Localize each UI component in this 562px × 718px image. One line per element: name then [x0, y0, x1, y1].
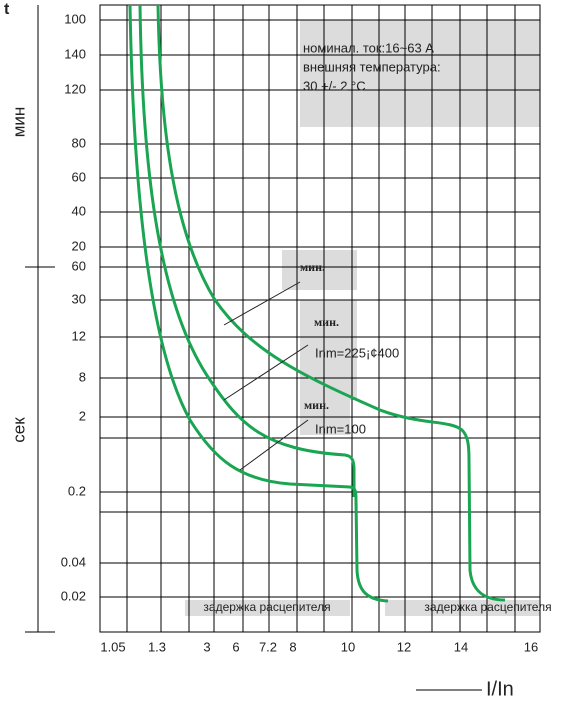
y-tick-label: 12	[72, 328, 86, 343]
grid	[100, 5, 540, 632]
note-box	[300, 20, 540, 127]
y-tick-label: 60	[72, 258, 86, 273]
curve	[156, 4, 506, 602]
y-tick-label: 120	[64, 81, 86, 96]
annotation-detail: Inm=225¡¢400	[315, 345, 399, 360]
delay-band	[185, 600, 350, 616]
y-tick-label: 2	[79, 408, 86, 423]
y-unit: t	[4, 1, 10, 18]
y-tick-label: 100	[64, 11, 86, 26]
x-tick-label: 7.2	[259, 639, 277, 654]
x-tick-label: 1.3	[148, 639, 166, 654]
delay-label: задержка расцепителя	[424, 600, 551, 614]
delay-label: задержка расцепителя	[203, 600, 330, 614]
y-tick-label: 40	[72, 203, 86, 218]
shaded-areas	[185, 20, 540, 616]
x-tick-label: 3	[203, 639, 210, 654]
curve	[128, 4, 389, 603]
annotation-detail: Inm=100	[315, 421, 366, 436]
x-tick-label: 14	[454, 639, 468, 654]
x-tick-label: 8	[289, 639, 296, 654]
y-tick-label: 140	[64, 46, 86, 61]
minutes-label: мин	[9, 107, 28, 138]
plot-frame	[99, 4, 541, 633]
delay-band	[385, 600, 540, 616]
note-line: номинал. ток:16~63 A	[303, 40, 434, 55]
x-axis-label: I/In	[486, 678, 514, 700]
x-tick-label: 1.05	[100, 639, 125, 654]
x-tick-label: 6	[232, 639, 239, 654]
y-tick-label: 20	[72, 238, 86, 253]
annotation-label: мин.	[300, 260, 325, 274]
y-tick-label: 80	[72, 135, 86, 150]
leader-line	[223, 281, 301, 326]
y-tick-label: 0.02	[61, 588, 86, 603]
note-line: 30 +/- 2 °C	[303, 78, 366, 93]
x-tick-label: 16	[524, 639, 538, 654]
label-box	[282, 250, 357, 290]
y-tick-label: 30	[72, 291, 86, 306]
leader-line	[239, 419, 309, 471]
y-tick-label: 0.2	[68, 483, 86, 498]
x-tick-label: 10	[341, 639, 355, 654]
leader-line	[223, 344, 309, 401]
y-tick-label: 0.04	[61, 554, 86, 569]
label-box	[300, 300, 357, 400]
y-tick-label: 8	[79, 369, 86, 384]
annotation-label: мин.	[304, 398, 329, 412]
annotation-label: мин.	[314, 315, 339, 329]
y-tick-label: 60	[72, 169, 86, 184]
curve	[138, 4, 356, 497]
x-tick-label: 12	[397, 639, 411, 654]
seconds-label: сек	[9, 417, 28, 443]
note-line: внешняя температура:	[303, 59, 441, 74]
